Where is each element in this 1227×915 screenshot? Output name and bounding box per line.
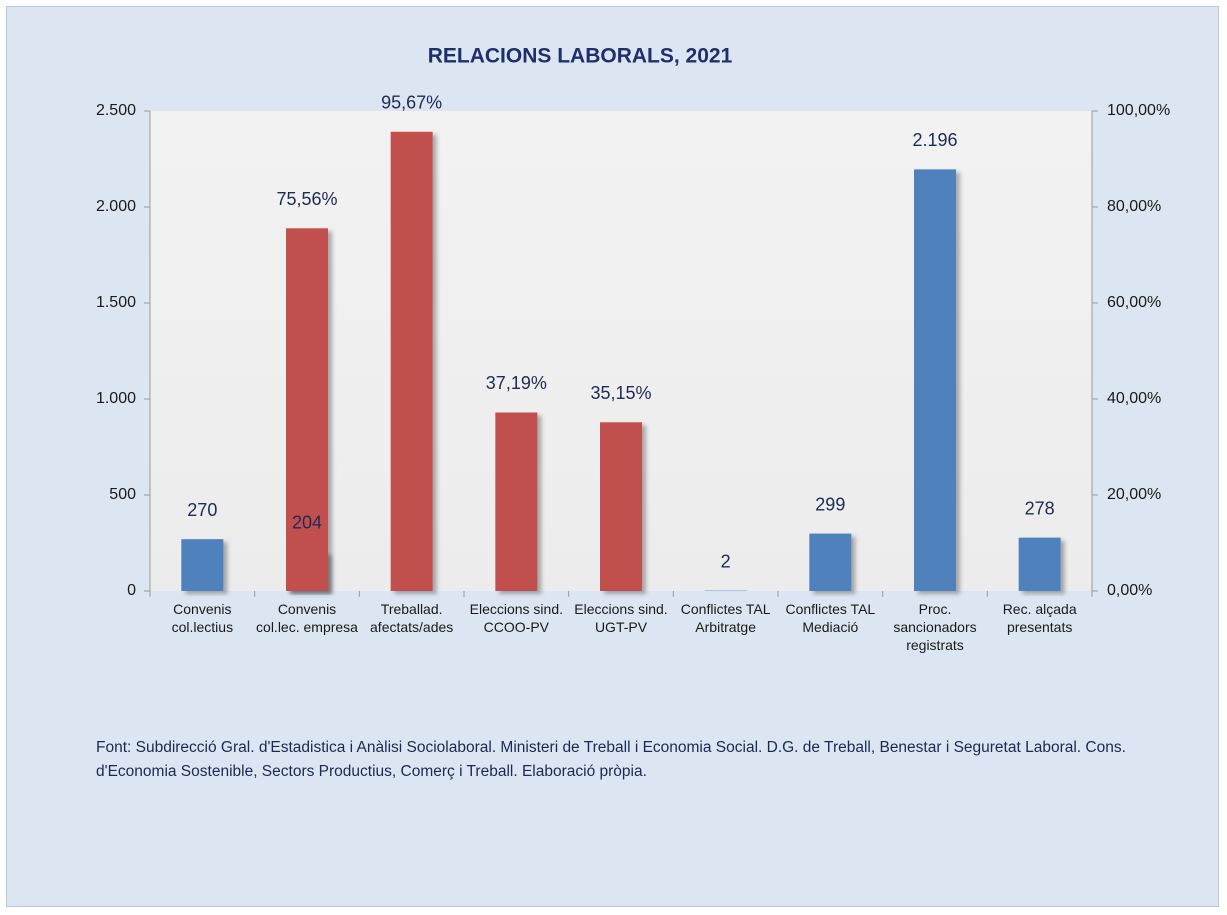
y-tick-label: 0 <box>127 582 136 599</box>
data-label: 270 <box>187 500 217 520</box>
data-label: 2 <box>721 551 731 571</box>
y2-tick-label: 60,00% <box>1107 294 1161 311</box>
data-label: 204 <box>292 513 322 533</box>
bar <box>495 412 538 591</box>
data-label: 75,56% <box>276 189 337 209</box>
x-tick-label: Proc. sancionadors registrats <box>893 601 977 653</box>
y2-tick-label: 40,00% <box>1107 390 1161 407</box>
x-tick-label: Conflictes TAL Arbitratge <box>680 601 771 635</box>
y2-tick-label: 80,00% <box>1107 198 1161 215</box>
y-tick-label: 1.500 <box>96 294 136 311</box>
bar <box>1018 537 1061 591</box>
x-tick-label: Conflictes TAL Mediació <box>785 601 876 635</box>
data-label: 299 <box>815 494 845 514</box>
bar <box>600 422 642 591</box>
bar <box>914 169 956 592</box>
y-tick-label: 2.000 <box>96 198 136 215</box>
data-label: 37,19% <box>486 373 547 393</box>
x-tick-label: Rec. alçada presentats <box>1002 601 1077 635</box>
data-label: 278 <box>1025 498 1055 518</box>
y2-tick-label: 20,00% <box>1107 486 1161 503</box>
chart-title: RELACIONS LABORALS, 2021 <box>428 45 733 68</box>
y-tick-label: 500 <box>109 486 136 503</box>
data-label: 95,67% <box>381 93 442 113</box>
bar <box>181 539 224 591</box>
y-tick-label: 2.500 <box>96 102 136 119</box>
y-tick-label: 1.000 <box>96 390 136 407</box>
x-tick-label: Eleccions sind. UGT-PV <box>574 601 668 635</box>
bar <box>286 228 328 591</box>
data-label: 35,15% <box>590 383 651 403</box>
x-tick-label: Treballad. afectats/ades <box>370 601 454 635</box>
data-label: 2.196 <box>912 130 957 150</box>
bar <box>390 131 433 591</box>
x-tick-label: Convenis col.lec. empresa <box>256 601 358 635</box>
y2-tick-label: 100,00% <box>1107 102 1170 119</box>
source-note: Font: Subdirecció Gral. d'Estadistica i … <box>96 739 1126 780</box>
x-tick-label: Convenis col.lectius <box>171 601 234 635</box>
y2-tick-label: 0,00% <box>1107 582 1152 599</box>
x-tick-label: Eleccions sind. CCOO-PV <box>469 601 564 635</box>
bar <box>809 533 852 591</box>
